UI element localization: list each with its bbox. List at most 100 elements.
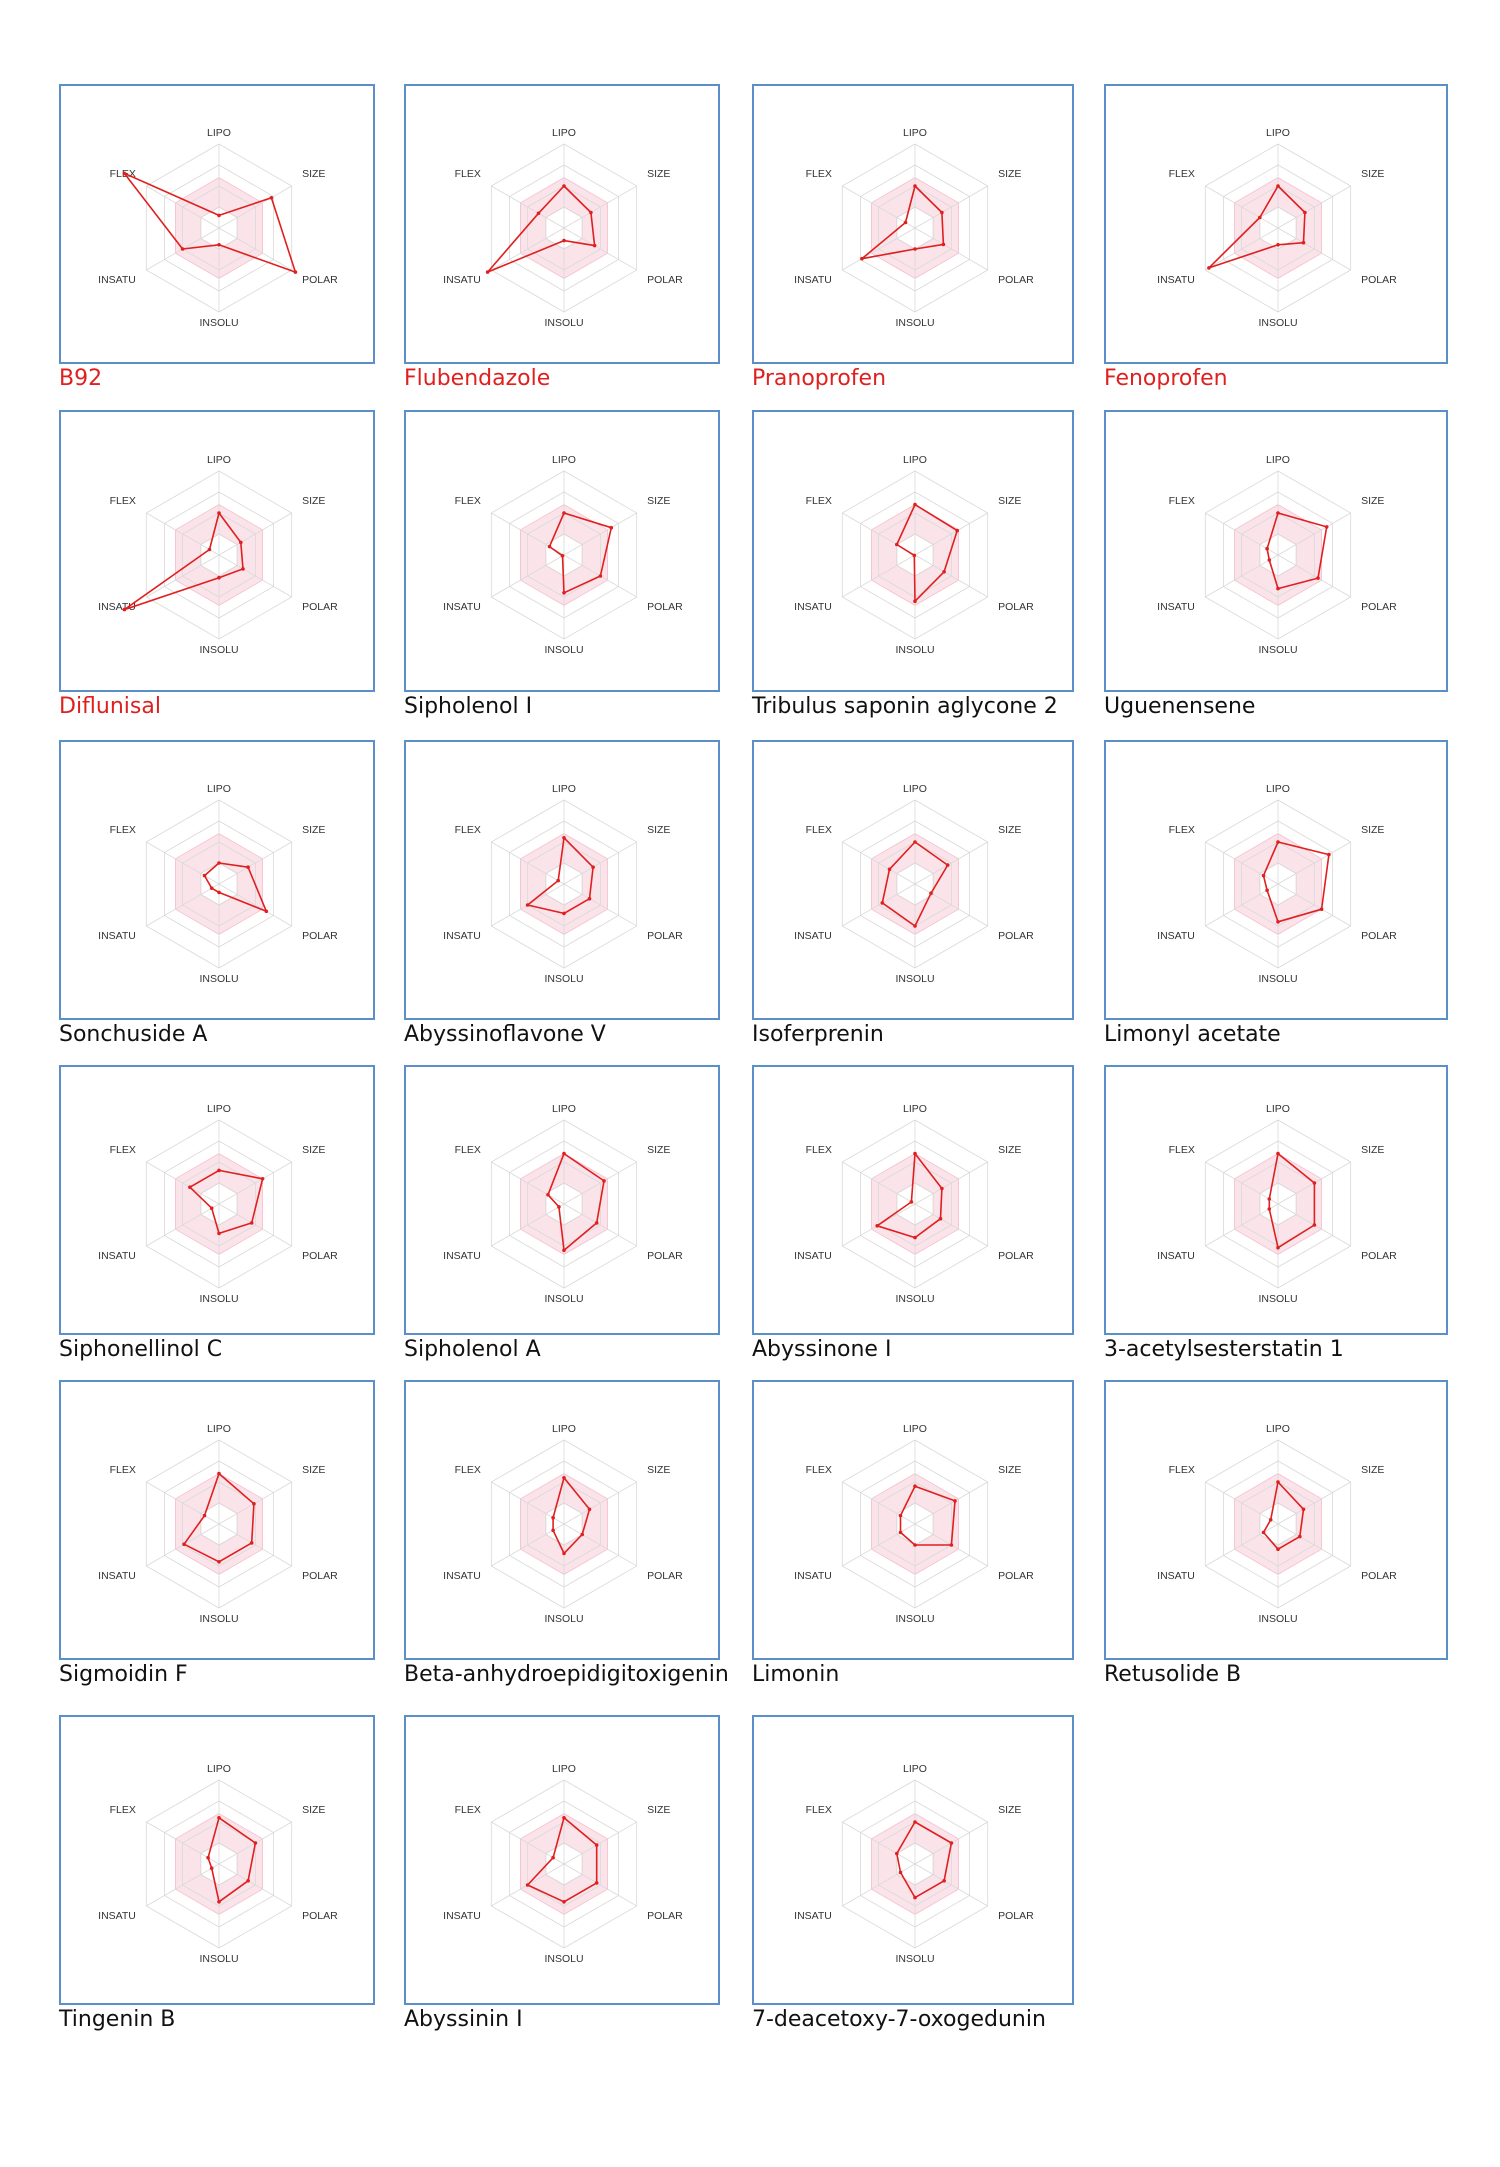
axis-label-polar: POLAR <box>1361 930 1397 942</box>
axis-label-insatu: INSATU <box>443 1250 481 1262</box>
data-point <box>955 528 959 533</box>
data-point <box>562 184 566 188</box>
data-point <box>269 196 274 200</box>
axis-label-insatu: INSATU <box>98 1250 136 1262</box>
axis-label-lipo: LIPO <box>552 1103 576 1115</box>
axis-label-size: SIZE <box>1361 1464 1384 1476</box>
chart-frame: LIPO SIZE POLAR INSOLU INSATU FLEX <box>404 410 720 692</box>
data-point <box>913 247 917 251</box>
radar-chart: LIPO SIZE POLAR INSOLU INSATU FLEX <box>794 783 1034 985</box>
compound-name: 7-deacetoxy-7-oxogedunin <box>752 2007 1046 2032</box>
axis-label-flex: FLEX <box>110 495 136 507</box>
axis-spoke <box>1277 554 1351 598</box>
axis-spoke <box>218 1863 292 1907</box>
axis-spoke <box>1205 1203 1279 1247</box>
data-point <box>1276 511 1280 515</box>
data-point <box>249 1541 254 1545</box>
data-point <box>1303 210 1307 215</box>
axis-label-size: SIZE <box>998 1144 1021 1156</box>
data-point <box>209 886 214 890</box>
data-point <box>1276 586 1280 591</box>
data-point <box>1276 840 1280 844</box>
axis-label-flex: FLEX <box>1169 1464 1195 1476</box>
axis-spoke <box>914 1161 988 1205</box>
compound-name: Siphonellinol C <box>59 1337 223 1362</box>
chart-frame: LIPO SIZE POLAR INSOLU INSATU FLEX <box>752 1380 1074 1660</box>
axis-label-polar: POLAR <box>647 601 683 613</box>
axis-label-flex: FLEX <box>455 495 481 507</box>
compound-name: Retusolide B <box>1104 1662 1242 1687</box>
axis-spoke <box>914 883 988 927</box>
data-point <box>246 865 250 869</box>
data-point <box>562 238 566 243</box>
axis-spoke <box>842 1523 916 1567</box>
axis-spoke <box>914 512 988 556</box>
compound-name: B92 <box>59 366 103 391</box>
axis-spoke <box>563 512 637 556</box>
axis-label-size: SIZE <box>647 495 670 507</box>
axis-label-lipo: LIPO <box>552 127 576 139</box>
axis-spoke <box>146 1481 220 1525</box>
axis-spoke <box>1277 1523 1351 1567</box>
axis-label-size: SIZE <box>647 1804 670 1816</box>
axis-label-lipo: LIPO <box>552 783 576 795</box>
axis-label-lipo: LIPO <box>552 1423 576 1435</box>
axis-spoke <box>491 841 565 885</box>
axis-spoke <box>218 1203 292 1247</box>
axis-label-flex: FLEX <box>806 168 832 180</box>
data-point <box>252 1502 256 1506</box>
compound-name: Sonchuside A <box>59 1022 208 1047</box>
data-point <box>949 1841 954 1845</box>
data-point <box>560 554 565 558</box>
axis-label-size: SIZE <box>647 168 670 180</box>
radar-chart: LIPO SIZE POLAR INSOLU INSATU FLEX <box>1157 454 1397 656</box>
data-point <box>580 1532 584 1537</box>
data-point <box>594 1881 599 1885</box>
data-point <box>1276 1151 1280 1156</box>
axis-label-size: SIZE <box>1361 168 1384 180</box>
data-point <box>1276 184 1280 188</box>
data-point <box>1276 243 1280 247</box>
axis-spoke <box>1277 512 1351 556</box>
axis-label-insatu: INSATU <box>794 601 832 613</box>
axis-label-flex: FLEX <box>110 1144 136 1156</box>
axis-spoke <box>842 883 916 927</box>
data-point <box>217 243 221 247</box>
radar-chart: LIPO SIZE POLAR INSOLU INSATU FLEX <box>1157 127 1397 329</box>
chart-frame: LIPO SIZE POLAR INSOLU INSATU FLEX <box>1104 1065 1448 1335</box>
data-point <box>913 924 917 928</box>
axis-label-insolu: INSOLU <box>1258 644 1297 656</box>
data-point <box>913 502 917 507</box>
axis-label-polar: POLAR <box>302 930 338 942</box>
axis-label-lipo: LIPO <box>207 1423 231 1435</box>
axis-label-flex: FLEX <box>806 1804 832 1816</box>
data-point <box>217 1471 221 1476</box>
axis-spoke <box>914 554 988 598</box>
axis-spoke <box>218 185 292 229</box>
axis-label-insolu: INSOLU <box>1258 1613 1297 1625</box>
data-point <box>1276 1480 1280 1484</box>
axis-spoke <box>1277 841 1351 885</box>
axis-label-flex: FLEX <box>1169 1144 1195 1156</box>
data-point <box>1324 525 1329 529</box>
radar-chart: LIPO SIZE POLAR INSOLU INSATU FLEX <box>794 127 1034 329</box>
axis-label-flex: FLEX <box>455 824 481 836</box>
data-point <box>217 213 221 218</box>
data-point <box>562 511 566 515</box>
axis-label-insolu: INSOLU <box>199 973 238 985</box>
data-point <box>562 1900 566 1904</box>
axis-label-lipo: LIPO <box>903 1763 927 1775</box>
chart-frame: LIPO SIZE POLAR INSOLU INSATU FLEX <box>1104 740 1448 1020</box>
axis-label-insolu: INSOLU <box>895 973 934 985</box>
axis-label-insatu: INSATU <box>794 1250 832 1262</box>
chart-frame: LIPO SIZE POLAR INSOLU INSATU FLEX <box>404 740 720 1020</box>
compound-name: Flubendazole <box>404 366 551 391</box>
chart-frame: LIPO SIZE POLAR INSOLU INSATU FLEX <box>752 84 1074 364</box>
axis-label-insolu: INSOLU <box>895 1953 934 1965</box>
axis-label-insolu: INSOLU <box>895 1293 934 1305</box>
data-point <box>940 210 944 215</box>
data-point <box>602 1179 606 1183</box>
axis-spoke <box>146 554 220 598</box>
axis-spoke <box>563 1863 637 1907</box>
data-point <box>1207 266 1211 270</box>
